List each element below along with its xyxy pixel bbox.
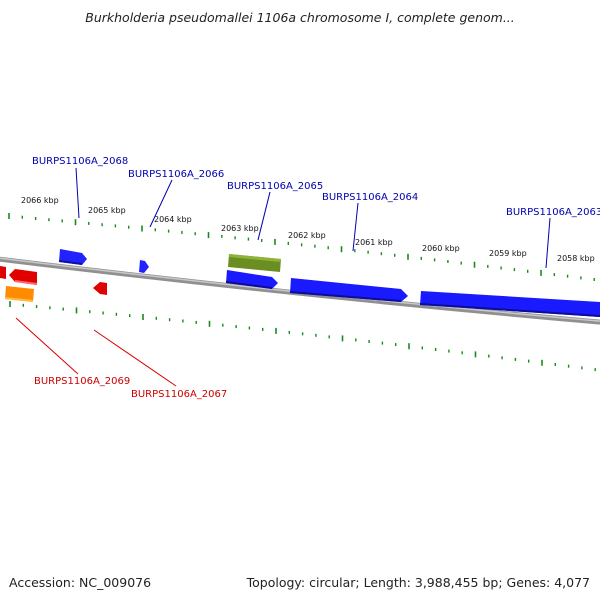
upper-tick-track bbox=[8, 213, 595, 281]
tick-label: 2060 kbp bbox=[422, 244, 460, 253]
gene-feature-2068[interactable] bbox=[59, 249, 87, 265]
gene-feature-2065-rna[interactable] bbox=[228, 254, 281, 272]
tick-label: 2058 kbp bbox=[557, 254, 595, 263]
gene-feature-orange[interactable] bbox=[5, 286, 34, 302]
gene-feature-2069[interactable] bbox=[9, 269, 37, 285]
gene-label-2068[interactable]: BURPS1106A_2068 bbox=[32, 156, 128, 167]
gene-label-2066[interactable]: BURPS1106A_2066 bbox=[128, 169, 224, 180]
gene-label-2064[interactable]: BURPS1106A_2064 bbox=[322, 192, 418, 203]
forward-gene-labels: BURPS1106A_2068 BURPS1106A_2066 BURPS110… bbox=[32, 156, 600, 218]
gene-feature-2067[interactable] bbox=[93, 282, 107, 295]
tick-label: 2063 kbp bbox=[221, 224, 259, 233]
tick-label: 2065 kbp bbox=[88, 206, 126, 215]
accession-text: Accession: NC_009076 bbox=[9, 575, 152, 590]
gene-feature-2064[interactable] bbox=[290, 278, 408, 302]
forward-genes bbox=[59, 249, 600, 317]
tick-label: 2064 kbp bbox=[154, 215, 192, 224]
tick-label: 2061 kbp bbox=[355, 238, 393, 247]
forward-label-leaders bbox=[75, 167, 551, 269]
map-title: Burkholderia pseudomallei 1106a chromoso… bbox=[85, 10, 515, 25]
gene-feature-2063[interactable] bbox=[420, 291, 600, 317]
gene-feature-2065-forward[interactable] bbox=[226, 270, 278, 289]
reverse-label-leaders bbox=[15, 317, 177, 387]
gene-label-2063[interactable]: BURPS1106A_2063 bbox=[506, 207, 600, 218]
reverse-genes bbox=[0, 266, 107, 302]
genome-summary-text: Topology: circular; Length: 3,988,455 bp… bbox=[246, 575, 590, 590]
tick-label: 2059 kbp bbox=[489, 249, 527, 258]
tick-label: 2066 kbp bbox=[21, 196, 59, 205]
tick-label: 2062 kbp bbox=[288, 231, 326, 240]
tick-labels: 2066 kbp 2065 kbp 2064 kbp 2063 kbp 2062… bbox=[21, 196, 595, 263]
reverse-gene-labels: BURPS1106A_2069 BURPS1106A_2067 bbox=[34, 376, 227, 400]
gene-feature-partial-left[interactable] bbox=[0, 266, 6, 279]
gene-label-2069[interactable]: BURPS1106A_2069 bbox=[34, 376, 130, 387]
gene-feature-2066[interactable] bbox=[139, 260, 149, 273]
gene-label-2067[interactable]: BURPS1106A_2067 bbox=[131, 389, 227, 400]
lower-tick-track bbox=[9, 301, 596, 372]
gene-label-2065[interactable]: BURPS1106A_2065 bbox=[227, 181, 323, 192]
